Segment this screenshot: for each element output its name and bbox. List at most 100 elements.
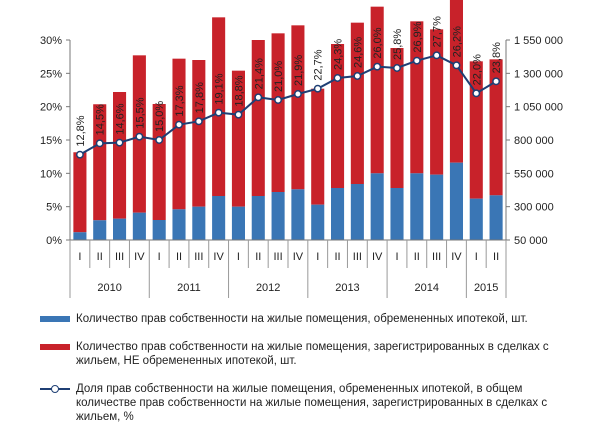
share-data-label: 21,4% <box>253 58 265 89</box>
bar-segment-mortgage <box>132 212 146 240</box>
bar-segment-non-mortgage <box>212 17 226 197</box>
right-axis-tick-label: 800 000 <box>514 135 554 147</box>
bar-segment-non-mortgage <box>152 104 166 220</box>
legend-item-mortgage-count: Количество прав собственности на жилые п… <box>40 312 585 326</box>
bar-segment-mortgage <box>291 189 305 240</box>
share-data-label: 17,3% <box>174 85 186 116</box>
left-axis-tick-label: 30% <box>40 35 62 47</box>
share-point <box>293 90 302 98</box>
share-data-label: 15,0% <box>154 101 166 132</box>
x-year-label: 2010 <box>97 282 121 294</box>
bar-segment-non-mortgage <box>469 61 483 199</box>
share-point <box>194 117 203 126</box>
share-data-label: 24,3% <box>333 39 345 70</box>
bar-segment-mortgage <box>93 220 107 240</box>
x-quarter-label: II <box>414 251 420 263</box>
share-data-label: 21,0% <box>273 61 285 92</box>
left-axis-tick-label: 5% <box>46 202 62 214</box>
bar-segment-mortgage <box>469 198 483 240</box>
share-point <box>313 84 322 93</box>
share-data-label: 24,6% <box>352 37 364 68</box>
bar-segment-mortgage <box>172 209 186 240</box>
share-point <box>155 136 164 144</box>
share-data-label: 14,6% <box>115 103 127 134</box>
x-quarter-label: III <box>432 251 441 263</box>
bar-segment-mortgage <box>430 174 444 240</box>
x-quarter-label: II <box>97 251 103 263</box>
bar-segment-non-mortgage <box>113 92 127 219</box>
bar-segment-mortgage <box>390 188 404 240</box>
share-point <box>412 56 421 65</box>
x-quarter-label: I <box>237 251 240 263</box>
left-axis-tick-label: 25% <box>40 68 62 80</box>
x-quarter-label: I <box>158 251 161 263</box>
share-series-line <box>79 54 497 156</box>
bar-segment-mortgage <box>192 206 206 240</box>
bar-segment-mortgage <box>331 188 345 240</box>
bar-segment-mortgage <box>410 173 424 240</box>
share-data-label: 27,7% <box>432 16 444 47</box>
share-data-label: 26,9% <box>412 21 424 52</box>
bar-segment-mortgage <box>73 232 87 240</box>
x-year-label: 2013 <box>335 282 359 294</box>
share-data-label: 17,8% <box>194 82 206 113</box>
x-year-label: 2012 <box>256 282 280 294</box>
right-axis-tick-label: 1 050 000 <box>514 102 563 114</box>
bar-segment-non-mortgage <box>73 152 87 233</box>
bar-segment-non-mortgage <box>430 29 444 175</box>
right-axis-tick-label: 1 550 000 <box>514 35 563 47</box>
bar-segment-non-mortgage <box>489 59 503 196</box>
x-quarter-label: III <box>353 251 362 263</box>
bar-segment-non-mortgage <box>350 22 364 184</box>
x-quarter-label: IV <box>293 251 304 263</box>
x-year-label: 2014 <box>414 282 438 294</box>
bar-segment-mortgage <box>311 204 325 240</box>
bar-segment-mortgage <box>231 206 245 240</box>
bar-segment-non-mortgage <box>311 88 325 205</box>
chart-bars <box>73 0 503 240</box>
left-axis-tick-label: 20% <box>40 102 62 114</box>
bar-segment-mortgage <box>251 196 265 240</box>
bar-segment-non-mortgage <box>370 6 384 174</box>
bar-segment-mortgage <box>271 192 285 240</box>
share-point <box>274 96 283 104</box>
x-quarter-label: IV <box>213 251 224 263</box>
bar-segment-mortgage <box>212 196 226 240</box>
share-data-label: 26,0% <box>372 27 384 58</box>
share-data-label: 21,9% <box>293 55 305 86</box>
share-data-label: 14,5% <box>95 104 107 135</box>
share-point <box>393 64 401 72</box>
right-axis-tick-label: 1 300 000 <box>514 68 563 80</box>
x-quarter-label: II <box>493 251 499 263</box>
share-point <box>432 51 441 60</box>
chart-share-line <box>75 51 501 159</box>
bar-segment-mortgage <box>449 162 463 240</box>
share-data-label: 26,2% <box>451 26 463 57</box>
share-point <box>234 110 243 119</box>
share-point <box>214 108 223 117</box>
bar-segment-non-mortgage <box>449 0 463 163</box>
share-point <box>492 77 501 86</box>
bar-segment-mortgage <box>489 195 503 240</box>
legend-label-mortgage-count: Количество прав собственности на жилые п… <box>76 313 528 325</box>
bar-segment-non-mortgage <box>192 60 206 207</box>
x-quarter-label: III <box>115 251 124 263</box>
chart-data-labels: 12,8% 14,5% 14,6% 15,5% 15,0% 17,3% 17,8% 19,1%… <box>75 16 503 147</box>
left-axis-tick-label: 15% <box>40 135 62 147</box>
share-point <box>353 72 362 80</box>
x-quarter-label: I <box>395 251 398 263</box>
legend-item-mortgage-share: Доля прав собственности на жилые помещен… <box>40 382 585 424</box>
legend-label-mortgage-share: Доля прав собственности на жилые помещен… <box>76 383 548 423</box>
bar-segment-non-mortgage <box>291 25 305 190</box>
chart-x-axis: I II III IV I II III IV I II III IV I II III IV I II III IV… <box>69 239 507 298</box>
x-quarter-label: III <box>274 251 283 263</box>
share-point <box>373 62 382 71</box>
share-data-label: 15,5% <box>134 97 146 128</box>
mortgage-chart: 0% 5% 10% 15% 20% 25% 30% 50 000 300 000 550 000 8… <box>40 0 563 298</box>
bar-segment-non-mortgage <box>271 33 285 193</box>
bar-segment-non-mortgage <box>390 48 404 188</box>
legend-swatch-red <box>40 344 70 350</box>
share-point <box>115 138 124 147</box>
x-quarter-label: II <box>255 251 261 263</box>
legend-label-non-mortgage-count: Количество прав собственности на жилые п… <box>76 341 549 367</box>
